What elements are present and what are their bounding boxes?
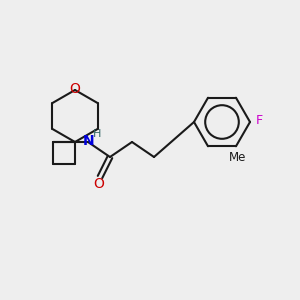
Text: O: O [70,82,80,96]
Text: Me: Me [229,151,247,164]
Text: H: H [93,129,101,139]
Text: N: N [83,134,95,148]
Text: O: O [94,177,104,191]
Text: F: F [255,115,262,128]
